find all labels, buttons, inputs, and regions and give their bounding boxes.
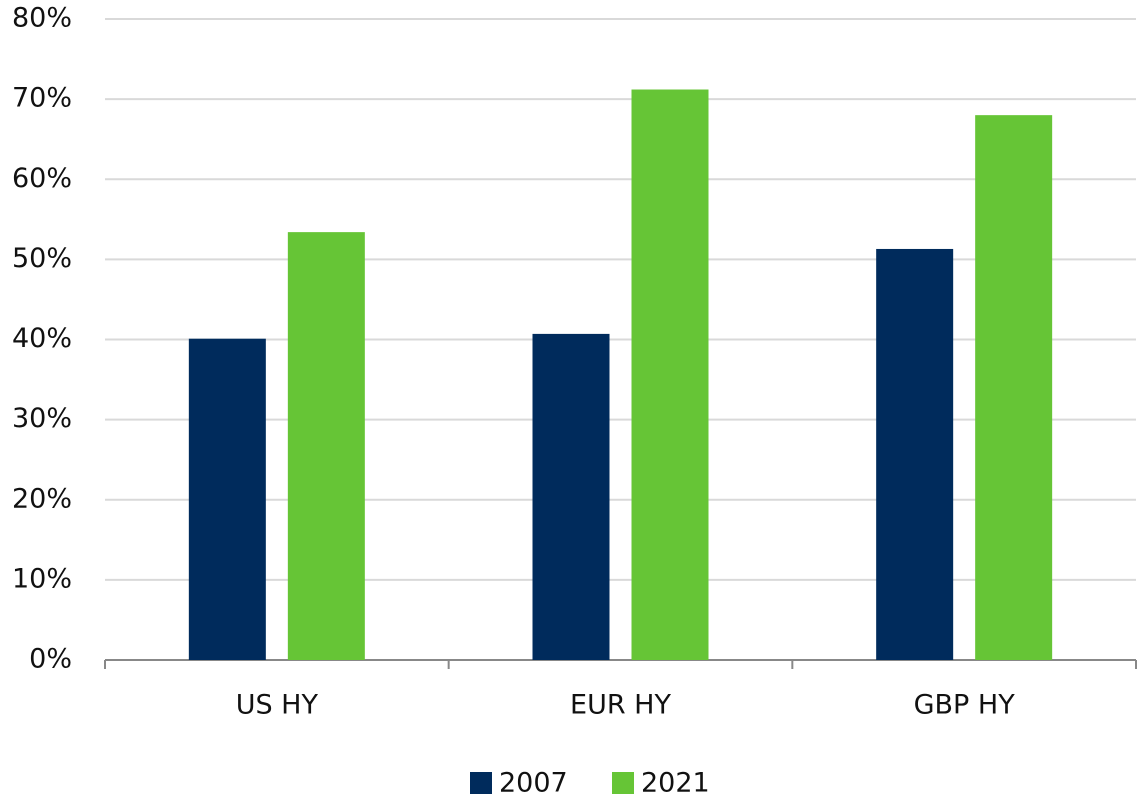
y-tick-label: 40% (12, 323, 72, 354)
legend-label: 2021 (641, 768, 710, 798)
bar (876, 248, 954, 661)
legend-label: 2007 (499, 768, 568, 798)
y-tick-label: 50% (12, 243, 72, 274)
x-tick-label: GBP HY (914, 690, 1016, 721)
legend-swatch (470, 772, 492, 794)
bar (287, 232, 365, 660)
legend-swatch (612, 772, 634, 794)
bar (631, 89, 709, 660)
x-tick-label: EUR HY (570, 690, 671, 721)
y-tick-label: 20% (12, 483, 72, 514)
y-tick-label: 0% (29, 644, 72, 675)
bar (975, 115, 1053, 660)
y-tick-label: 80% (12, 3, 72, 34)
y-tick-label: 70% (12, 83, 72, 114)
bar (532, 333, 610, 660)
x-tick-label: US HY (236, 690, 319, 721)
y-tick-label: 60% (12, 163, 72, 194)
y-tick-label: 30% (12, 403, 72, 434)
bar (188, 338, 266, 660)
y-tick-label: 10% (12, 563, 72, 594)
